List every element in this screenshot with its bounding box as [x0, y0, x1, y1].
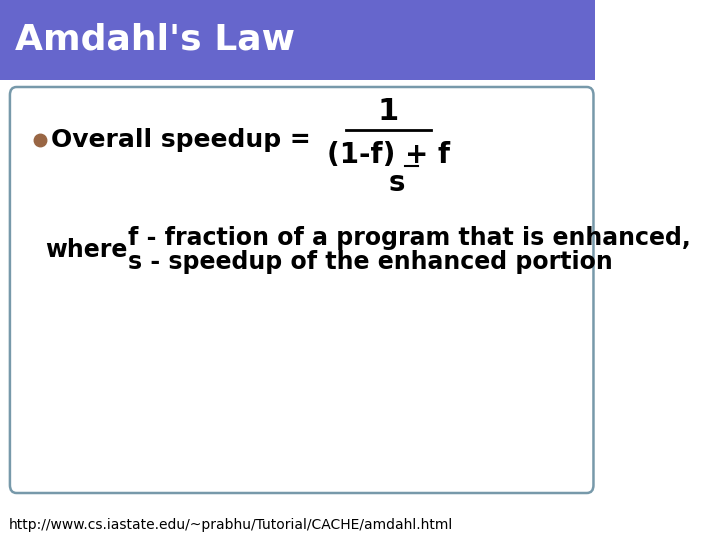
FancyBboxPatch shape [10, 87, 593, 493]
Text: s - speedup of the enhanced portion: s - speedup of the enhanced portion [128, 250, 613, 274]
Text: Amdahl's Law: Amdahl's Law [15, 23, 295, 57]
Text: f - fraction of a program that is enhanced,: f - fraction of a program that is enhanc… [128, 226, 691, 250]
Text: s: s [389, 169, 405, 197]
FancyBboxPatch shape [0, 0, 595, 80]
Text: http://www.cs.iastate.edu/~prabhu/Tutorial/CACHE/amdahl.html: http://www.cs.iastate.edu/~prabhu/Tutori… [8, 518, 452, 532]
Text: where: where [45, 238, 128, 262]
Text: Overall speedup =: Overall speedup = [51, 128, 311, 152]
Text: 1: 1 [378, 98, 399, 126]
Text: (1-f) + f: (1-f) + f [327, 141, 450, 169]
